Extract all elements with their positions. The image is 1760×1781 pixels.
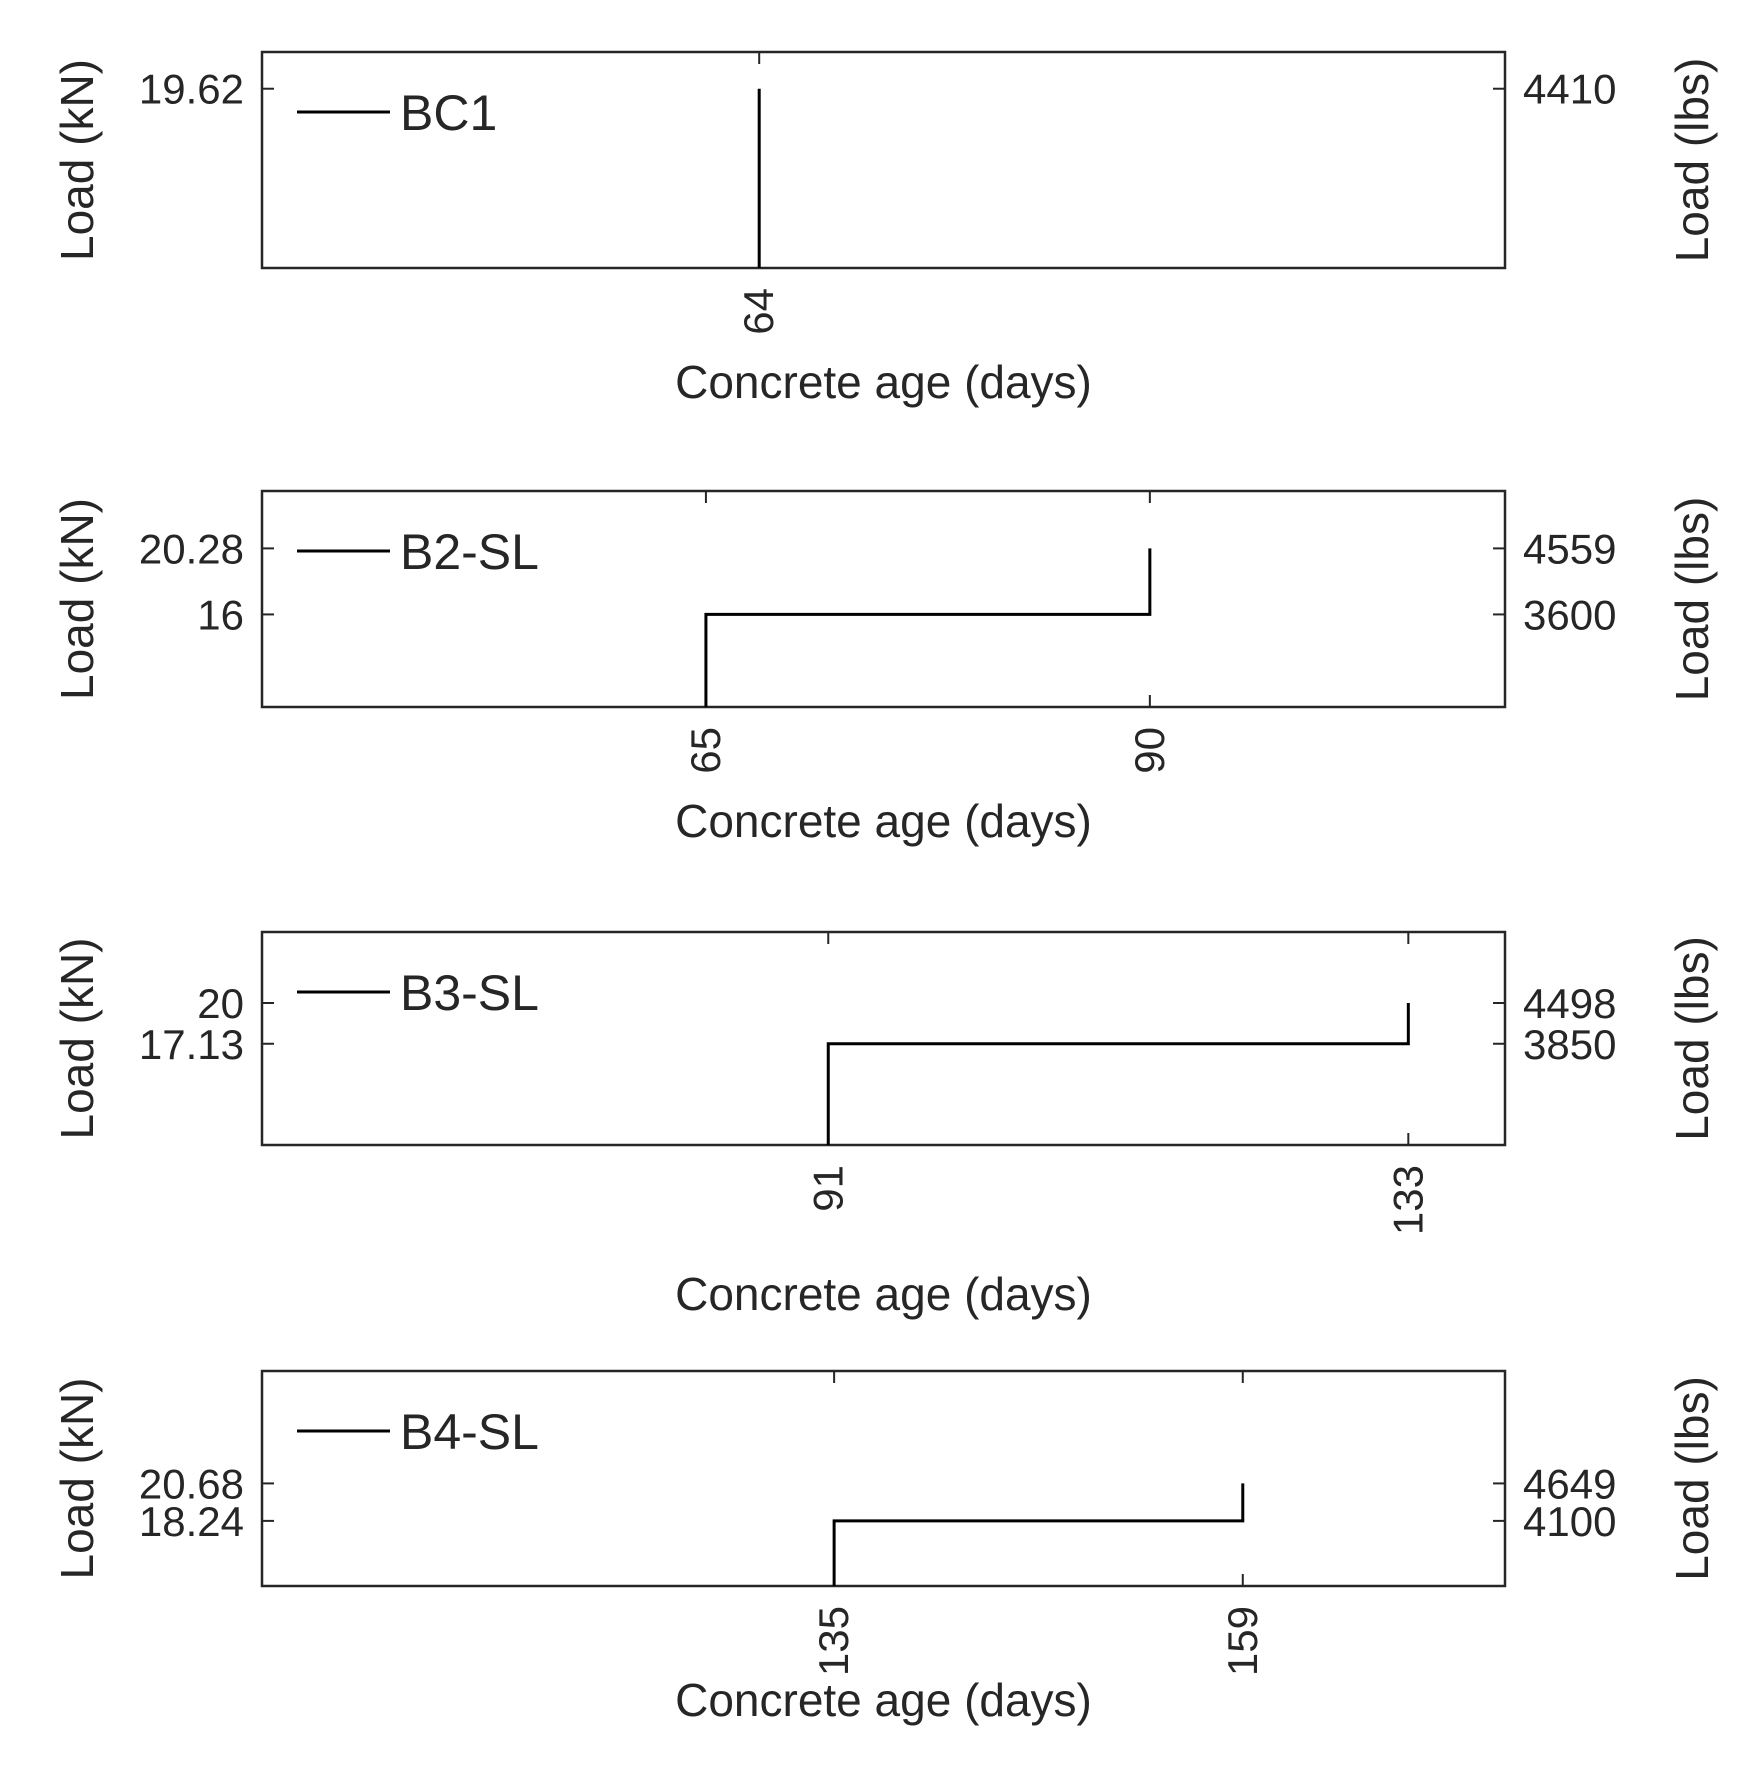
x-tick-label: 133 [1384, 1165, 1431, 1235]
y-axis-title-left: Load (kN) [51, 1378, 103, 1580]
y-tick-label-left: 17.13 [139, 1021, 244, 1068]
y-tick-label-left: 20.28 [139, 525, 244, 572]
y-tick-label-left: 20.68 [139, 1460, 244, 1507]
y-tick-label-right: 3850 [1523, 1021, 1616, 1068]
legend-label: BC1 [400, 85, 497, 141]
legend-label: B2-SL [400, 524, 539, 580]
plot-frame [260, 1369, 1507, 1588]
y-tick-label-right: 4410 [1523, 66, 1616, 113]
x-axis-title: Concrete age (days) [675, 1674, 1092, 1726]
x-tick-label: 91 [804, 1165, 851, 1212]
x-axis-title: Concrete age (days) [675, 356, 1092, 408]
x-axis-title: Concrete age (days) [675, 1268, 1092, 1320]
legend-label: B3-SL [400, 965, 539, 1021]
x-tick-label: 90 [1126, 727, 1173, 774]
plot-frame [260, 489, 1507, 709]
y-tick-label-left: 20 [197, 980, 244, 1027]
series-line [832, 1483, 1245, 1586]
y-axis-title-left: Load (kN) [51, 498, 103, 700]
y-tick-label-right: 3600 [1523, 591, 1616, 638]
plot-frame [260, 50, 1507, 270]
plot-frame [260, 930, 1507, 1147]
y-axis-title-right: Load (lbs) [1666, 936, 1718, 1141]
y-tick-label-left: 16 [197, 591, 244, 638]
y-axis-title-right: Load (lbs) [1666, 58, 1718, 263]
legend-label: B4-SL [400, 1404, 539, 1460]
panel-1: 64 19.62 4410 BC1 Concrete age (days) Load (k… [51, 50, 1718, 408]
y-tick-label-right: 4100 [1523, 1498, 1616, 1545]
x-tick-label: 159 [1219, 1606, 1266, 1676]
x-tick-label: 65 [682, 727, 729, 774]
x-axis-title: Concrete age (days) [675, 795, 1092, 847]
y-axis-title-right: Load (lbs) [1666, 497, 1718, 702]
x-tick-label: 135 [810, 1606, 857, 1676]
panel-2: 65 90 20.28 16 4559 3600 B2-SL Concrete age (da… [51, 489, 1718, 847]
series-line [704, 548, 1152, 707]
y-tick-label-right: 4559 [1523, 525, 1616, 572]
y-tick-label-left: 18.24 [139, 1498, 244, 1545]
y-tick-label-right: 4498 [1523, 980, 1616, 1027]
y-axis-title-left: Load (kN) [51, 938, 103, 1140]
series-line [826, 1003, 1410, 1145]
x-tick-label: 64 [735, 288, 782, 335]
y-axis-title-right: Load (lbs) [1666, 1376, 1718, 1581]
y-tick-label-right: 4649 [1523, 1460, 1616, 1507]
y-axis-title-left: Load (kN) [51, 59, 103, 261]
y-tick-label-left: 19.62 [139, 66, 244, 113]
